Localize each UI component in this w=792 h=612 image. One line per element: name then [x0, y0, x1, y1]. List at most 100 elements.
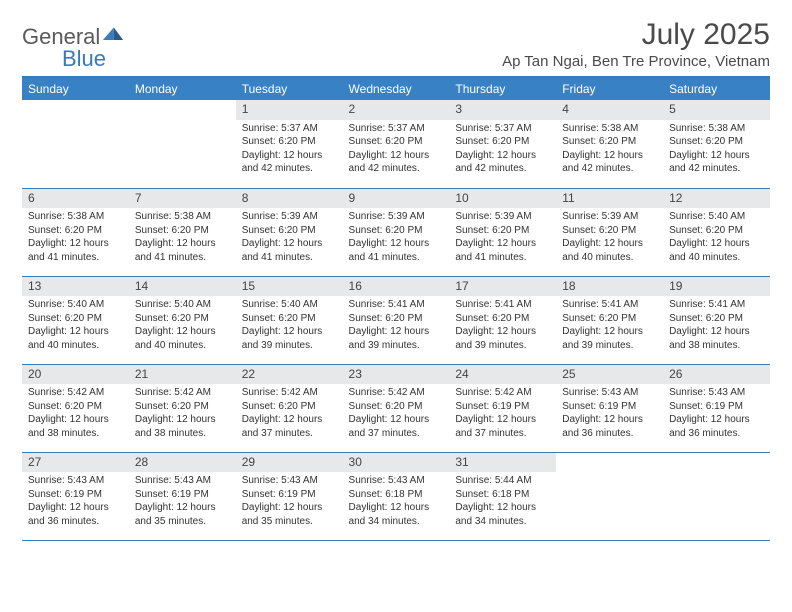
day-details: Sunrise: 5:43 AMSunset: 6:19 PMDaylight:… [22, 472, 129, 532]
day-number: 9 [343, 189, 450, 209]
day-number: 2 [343, 100, 450, 120]
calendar-week: 6Sunrise: 5:38 AMSunset: 6:20 PMDaylight… [22, 188, 770, 276]
sunset-text: Sunset: 6:20 PM [349, 135, 444, 149]
sunrise-text: Sunrise: 5:42 AM [242, 386, 337, 400]
daylight-text: Daylight: 12 hours and 36 minutes. [669, 413, 764, 440]
calendar-cell: 23Sunrise: 5:42 AMSunset: 6:20 PMDayligh… [343, 364, 450, 452]
calendar-cell: 9Sunrise: 5:39 AMSunset: 6:20 PMDaylight… [343, 188, 450, 276]
daylight-text: Daylight: 12 hours and 41 minutes. [349, 237, 444, 264]
sunset-text: Sunset: 6:19 PM [562, 400, 657, 414]
calendar-cell: 29Sunrise: 5:43 AMSunset: 6:19 PMDayligh… [236, 452, 343, 540]
sunrise-text: Sunrise: 5:41 AM [562, 298, 657, 312]
day-number: 27 [22, 453, 129, 473]
sunrise-text: Sunrise: 5:38 AM [562, 122, 657, 136]
day-number: 31 [449, 453, 556, 473]
sunrise-text: Sunrise: 5:37 AM [455, 122, 550, 136]
sunset-text: Sunset: 6:20 PM [455, 312, 550, 326]
day-details: Sunrise: 5:42 AMSunset: 6:20 PMDaylight:… [22, 384, 129, 444]
day-number: 25 [556, 365, 663, 385]
sunrise-text: Sunrise: 5:40 AM [242, 298, 337, 312]
sunrise-text: Sunrise: 5:42 AM [28, 386, 123, 400]
sunset-text: Sunset: 6:20 PM [135, 312, 230, 326]
calendar-cell: 27Sunrise: 5:43 AMSunset: 6:19 PMDayligh… [22, 452, 129, 540]
day-number: 22 [236, 365, 343, 385]
location-text: Ap Tan Ngai, Ben Tre Province, Vietnam [502, 53, 770, 70]
sunset-text: Sunset: 6:19 PM [242, 488, 337, 502]
page: GeneralBlue July 2025 Ap Tan Ngai, Ben T… [0, 0, 792, 541]
sunrise-text: Sunrise: 5:41 AM [669, 298, 764, 312]
daylight-text: Daylight: 12 hours and 34 minutes. [349, 501, 444, 528]
sunrise-text: Sunrise: 5:39 AM [242, 210, 337, 224]
calendar-cell: 25Sunrise: 5:43 AMSunset: 6:19 PMDayligh… [556, 364, 663, 452]
calendar-cell: 31Sunrise: 5:44 AMSunset: 6:18 PMDayligh… [449, 452, 556, 540]
daylight-text: Daylight: 12 hours and 36 minutes. [562, 413, 657, 440]
day-number: 1 [236, 100, 343, 120]
day-number: 7 [129, 189, 236, 209]
daylight-text: Daylight: 12 hours and 34 minutes. [455, 501, 550, 528]
dayname-fri: Friday [556, 78, 663, 100]
day-number: 10 [449, 189, 556, 209]
header: GeneralBlue July 2025 Ap Tan Ngai, Ben T… [22, 18, 770, 70]
daylight-text: Daylight: 12 hours and 42 minutes. [242, 149, 337, 176]
daylight-text: Daylight: 12 hours and 37 minutes. [349, 413, 444, 440]
calendar-cell: 14Sunrise: 5:40 AMSunset: 6:20 PMDayligh… [129, 276, 236, 364]
sunrise-text: Sunrise: 5:37 AM [242, 122, 337, 136]
daylight-text: Daylight: 12 hours and 39 minutes. [242, 325, 337, 352]
sunset-text: Sunset: 6:20 PM [562, 135, 657, 149]
sunrise-text: Sunrise: 5:41 AM [349, 298, 444, 312]
sunrise-text: Sunrise: 5:38 AM [669, 122, 764, 136]
calendar-cell: 13Sunrise: 5:40 AMSunset: 6:20 PMDayligh… [22, 276, 129, 364]
calendar-cell: 20Sunrise: 5:42 AMSunset: 6:20 PMDayligh… [22, 364, 129, 452]
daylight-text: Daylight: 12 hours and 37 minutes. [242, 413, 337, 440]
sunset-text: Sunset: 6:20 PM [669, 224, 764, 238]
sunset-text: Sunset: 6:20 PM [242, 400, 337, 414]
logo-text-blue: Blue [22, 46, 106, 71]
daylight-text: Daylight: 12 hours and 40 minutes. [562, 237, 657, 264]
sunrise-text: Sunrise: 5:40 AM [28, 298, 123, 312]
day-number: 5 [663, 100, 770, 120]
sunrise-text: Sunrise: 5:38 AM [135, 210, 230, 224]
day-number [556, 453, 663, 473]
dayname-sun: Sunday [22, 78, 129, 100]
day-number: 24 [449, 365, 556, 385]
sunset-text: Sunset: 6:20 PM [669, 312, 764, 326]
day-details: Sunrise: 5:44 AMSunset: 6:18 PMDaylight:… [449, 472, 556, 532]
sunrise-text: Sunrise: 5:41 AM [455, 298, 550, 312]
day-number: 17 [449, 277, 556, 297]
logo: GeneralBlue [22, 18, 132, 70]
sunset-text: Sunset: 6:20 PM [669, 135, 764, 149]
sunrise-text: Sunrise: 5:42 AM [349, 386, 444, 400]
day-details: Sunrise: 5:39 AMSunset: 6:20 PMDaylight:… [449, 208, 556, 268]
sunset-text: Sunset: 6:20 PM [242, 135, 337, 149]
day-number: 8 [236, 189, 343, 209]
day-details: Sunrise: 5:37 AMSunset: 6:20 PMDaylight:… [449, 120, 556, 180]
day-details: Sunrise: 5:39 AMSunset: 6:20 PMDaylight:… [343, 208, 450, 268]
day-number: 21 [129, 365, 236, 385]
daylight-text: Daylight: 12 hours and 41 minutes. [28, 237, 123, 264]
dayname-sat: Saturday [663, 78, 770, 100]
day-header-row: Sunday Monday Tuesday Wednesday Thursday… [22, 78, 770, 100]
day-details: Sunrise: 5:37 AMSunset: 6:20 PMDaylight:… [343, 120, 450, 180]
day-details: Sunrise: 5:43 AMSunset: 6:19 PMDaylight:… [556, 384, 663, 444]
sunset-text: Sunset: 6:18 PM [349, 488, 444, 502]
day-details: Sunrise: 5:38 AMSunset: 6:20 PMDaylight:… [129, 208, 236, 268]
day-number: 14 [129, 277, 236, 297]
day-details: Sunrise: 5:40 AMSunset: 6:20 PMDaylight:… [129, 296, 236, 356]
calendar-cell: 19Sunrise: 5:41 AMSunset: 6:20 PMDayligh… [663, 276, 770, 364]
day-details: Sunrise: 5:40 AMSunset: 6:20 PMDaylight:… [236, 296, 343, 356]
dayname-mon: Monday [129, 78, 236, 100]
daylight-text: Daylight: 12 hours and 39 minutes. [562, 325, 657, 352]
sunrise-text: Sunrise: 5:39 AM [455, 210, 550, 224]
daylight-text: Daylight: 12 hours and 42 minutes. [562, 149, 657, 176]
sunset-text: Sunset: 6:19 PM [669, 400, 764, 414]
sunset-text: Sunset: 6:20 PM [349, 400, 444, 414]
day-details: Sunrise: 5:38 AMSunset: 6:20 PMDaylight:… [556, 120, 663, 180]
sunset-text: Sunset: 6:20 PM [562, 224, 657, 238]
day-number: 16 [343, 277, 450, 297]
calendar-week: 13Sunrise: 5:40 AMSunset: 6:20 PMDayligh… [22, 276, 770, 364]
calendar-cell: 24Sunrise: 5:42 AMSunset: 6:19 PMDayligh… [449, 364, 556, 452]
day-details: Sunrise: 5:43 AMSunset: 6:19 PMDaylight:… [663, 384, 770, 444]
sunrise-text: Sunrise: 5:42 AM [455, 386, 550, 400]
day-number: 30 [343, 453, 450, 473]
day-details: Sunrise: 5:40 AMSunset: 6:20 PMDaylight:… [663, 208, 770, 268]
